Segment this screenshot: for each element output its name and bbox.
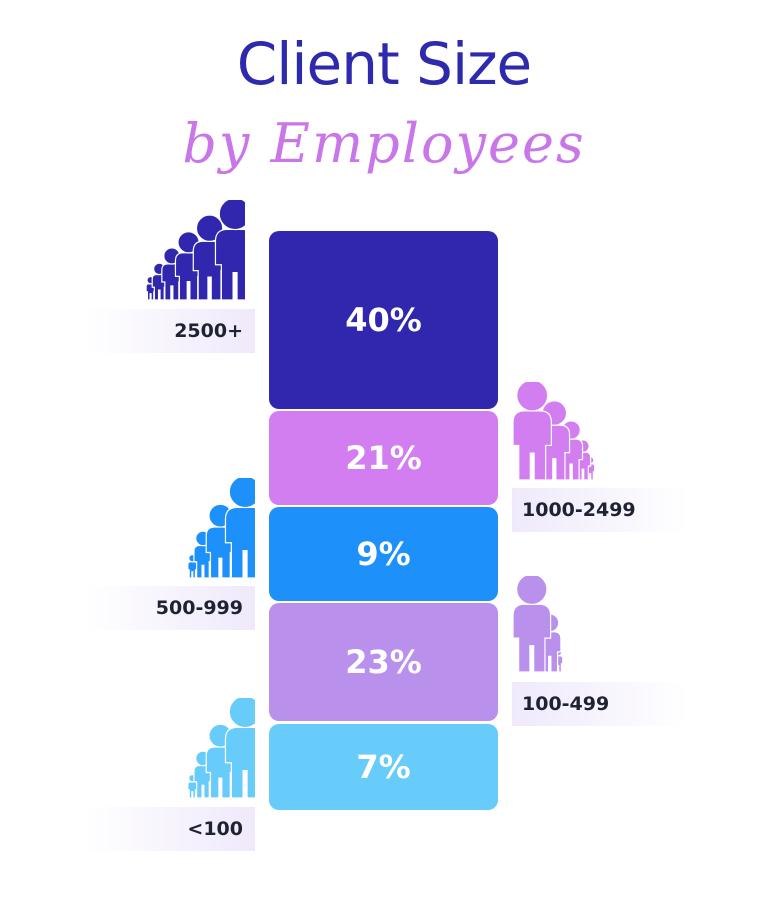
bar-segment-1000-2499: 21% [269, 411, 498, 505]
data-label: 40% [345, 301, 422, 339]
category-label: 2500+ [84, 309, 255, 353]
person-icon [513, 382, 552, 481]
data-label: 7% [356, 748, 411, 786]
category-label: <100 [84, 807, 255, 851]
people-group-icon [145, 200, 245, 301]
bar-segment-2500: 40% [269, 231, 498, 409]
chart-title: Client Size [236, 30, 532, 98]
bar-segment-100: 7% [269, 724, 498, 810]
people-group-icon [513, 576, 564, 673]
person-icon [224, 698, 255, 799]
person-icon [214, 200, 245, 301]
person-icon [224, 478, 255, 579]
people-group-icon [187, 698, 255, 799]
bar-segment-100-499: 23% [269, 603, 498, 721]
people-group-icon [513, 382, 596, 481]
people-group-icon [187, 478, 255, 579]
data-label: 9% [356, 535, 411, 573]
data-label: 23% [345, 643, 422, 681]
data-label: 21% [345, 439, 422, 477]
category-label: 1000-2499 [512, 488, 688, 532]
person-icon [513, 576, 552, 673]
category-label: 100-499 [512, 682, 688, 726]
bar-segment-500-999: 9% [269, 507, 498, 601]
chart-subtitle: by Employees [182, 112, 586, 175]
category-label: 500-999 [84, 586, 255, 630]
